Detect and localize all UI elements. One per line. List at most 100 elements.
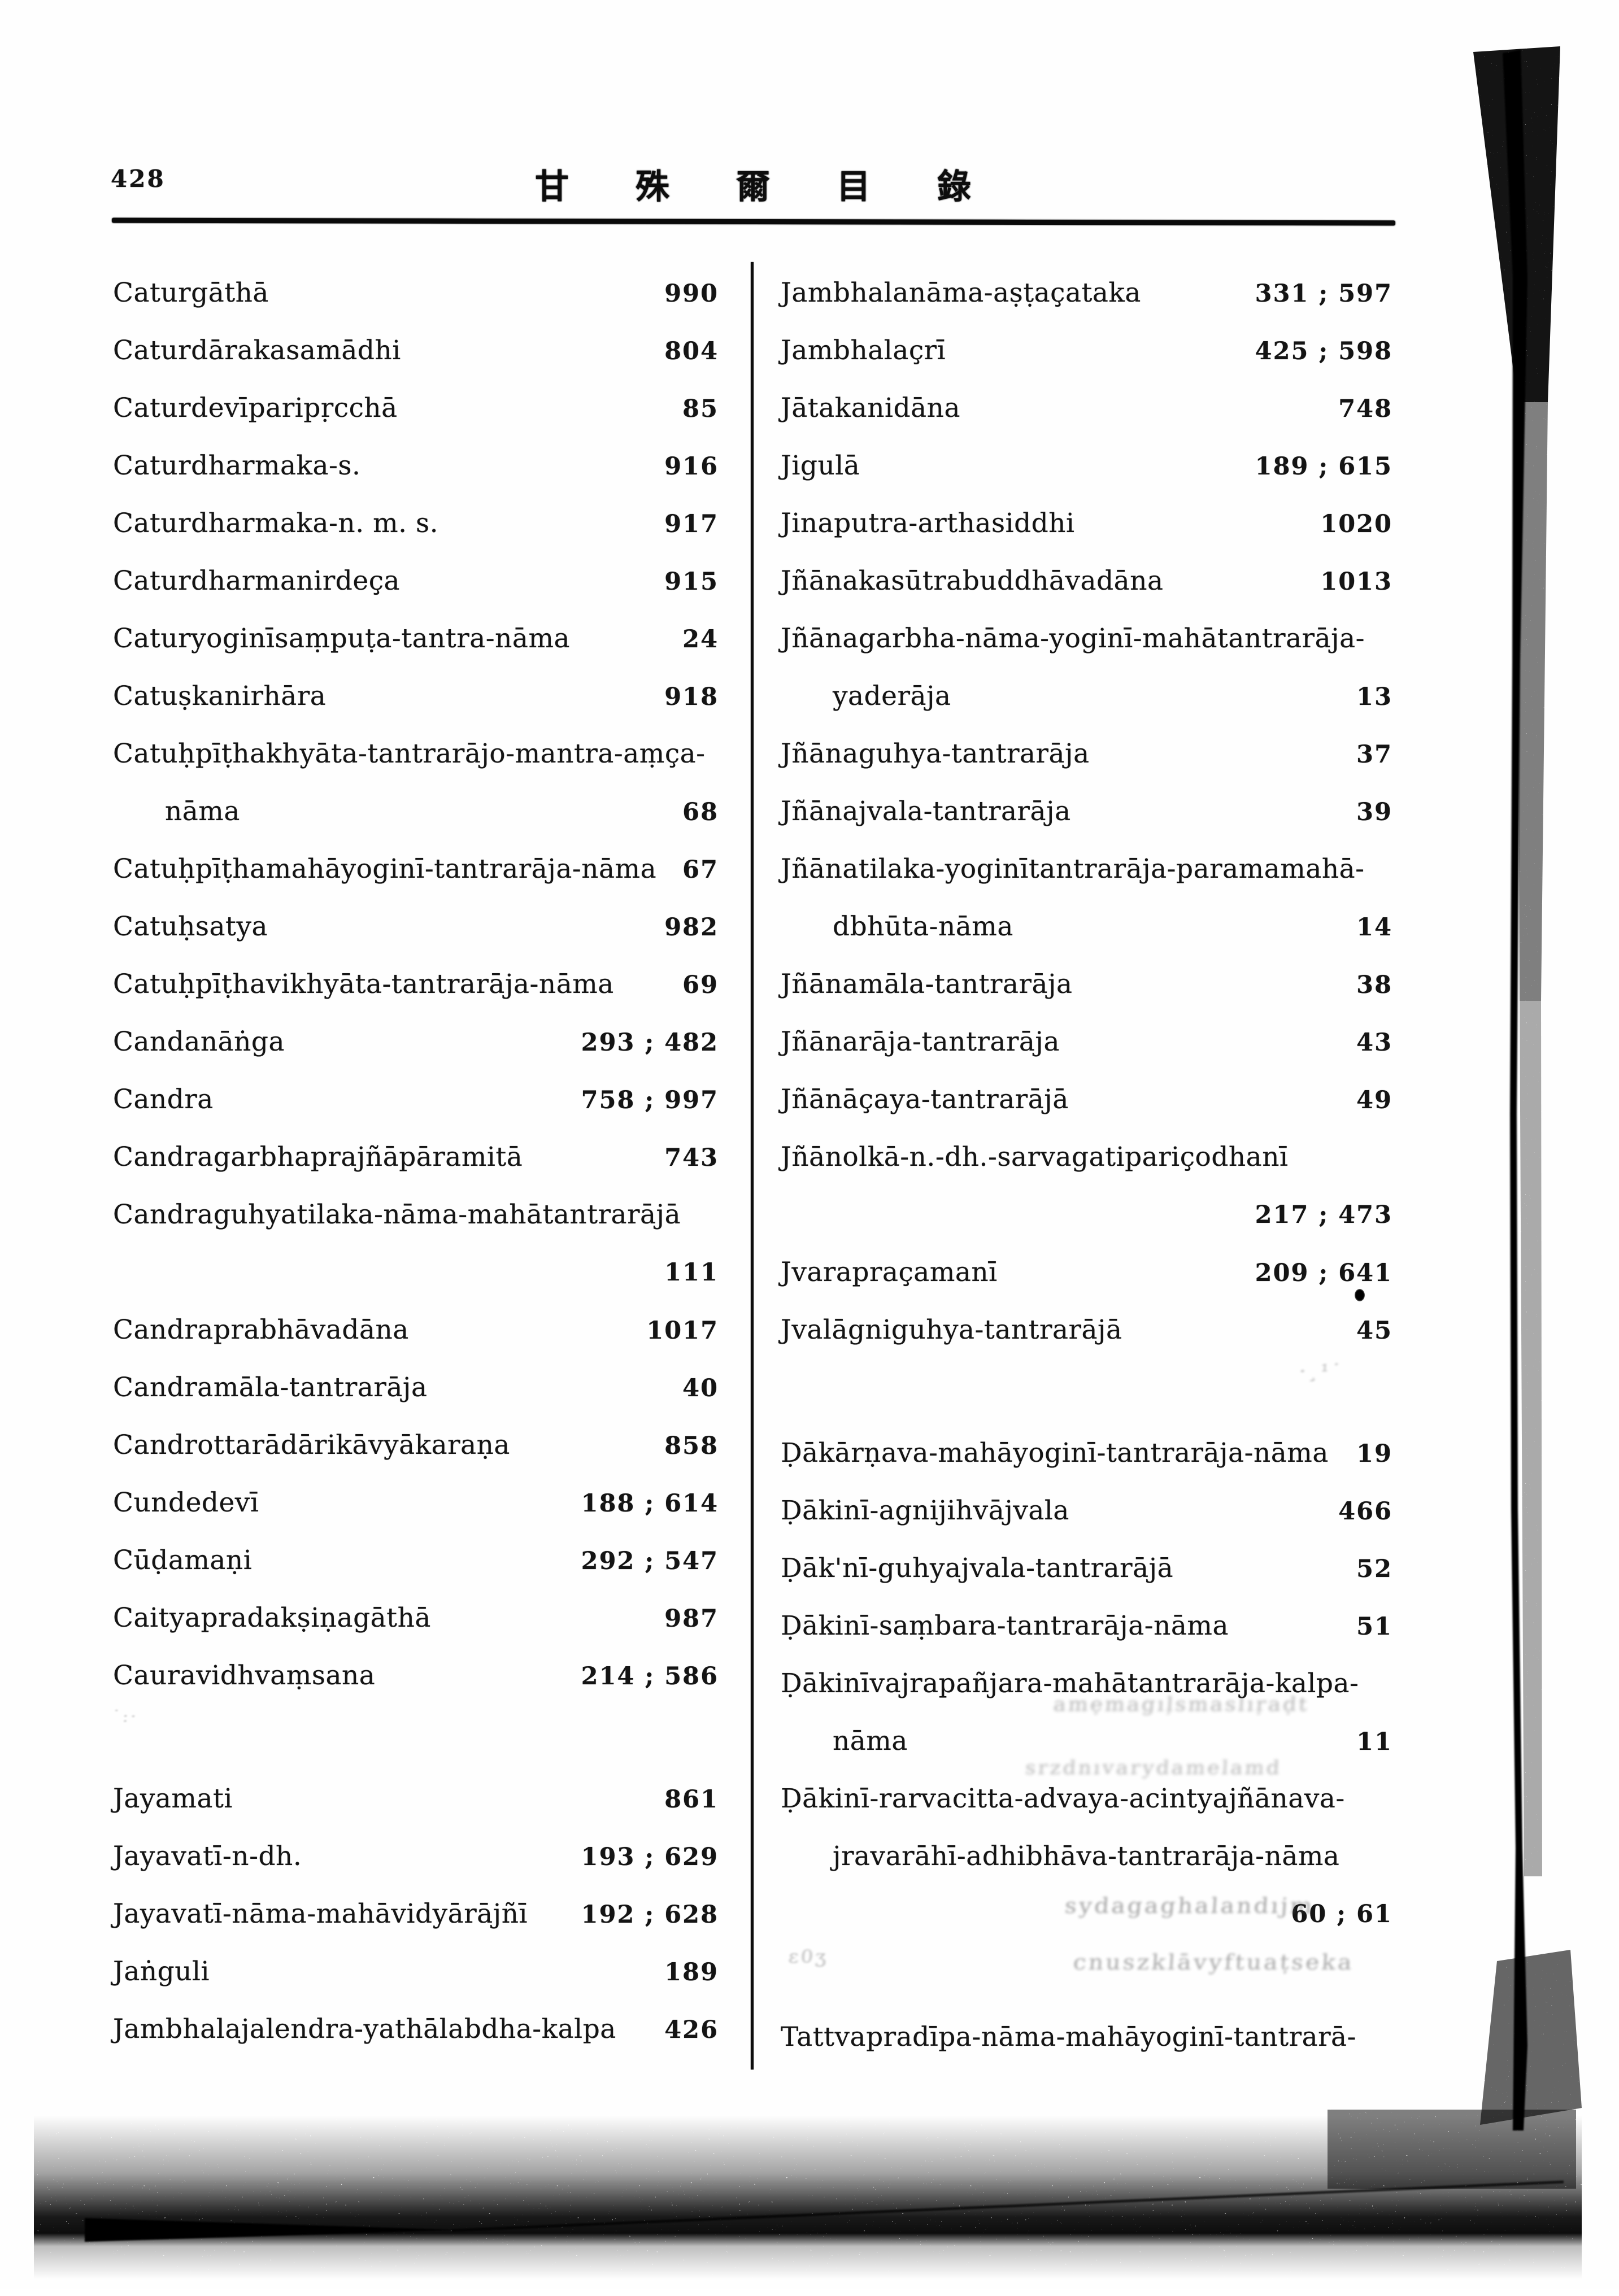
index-entry-row: Caturdharmaka-s. 916: [113, 437, 719, 495]
entry-title: Jvarapraçamanī: [781, 1257, 998, 1288]
entry-title: Catuḥpīṭhamahāyoginī-tantrarāja-nāma: [113, 853, 657, 885]
index-entry-row: Jambhalajalendra-yathālabdha-kalpa 426: [113, 2001, 719, 2058]
entry-page-numbers: 217 ; 473: [1255, 1201, 1392, 1229]
index-entry-row: Jinaputra-arthasiddhi 1020: [781, 495, 1392, 552]
entry-title: Jigulā: [781, 450, 860, 481]
entry-title: Caturdharmaka-n. m. s.: [113, 508, 439, 539]
index-entry-row: Cauravidhvaṃsana 214 ; 586: [113, 1647, 719, 1705]
index-entry-row: Jvalāgniguhya-tantrarājā 45: [781, 1301, 1392, 1359]
entry-title: Catuṣkanirhāra: [113, 681, 327, 712]
entry-page-numbers: 189 ; 615: [1255, 452, 1392, 481]
ghost-text: cnuszklāvyftuaṭseka: [1072, 1949, 1355, 1975]
entry-title: Caturdharmaka-s.: [113, 450, 361, 481]
entry-title: Jambhalajalendra-yathālabdha-kalpa: [113, 2014, 616, 2045]
index-entry-row: Catuṣkanirhāra 918: [113, 668, 719, 725]
entry-page-numbers: 990: [664, 280, 719, 308]
entry-page-numbers: 189: [664, 1958, 719, 1986]
entry-page-numbers: 67: [682, 856, 719, 884]
entry-page-numbers: 466: [1338, 1497, 1392, 1526]
entry-page-numbers: 1020: [1320, 510, 1392, 538]
entry-page-numbers: 758 ; 997: [581, 1086, 719, 1114]
entry-page-numbers: 293 ; 482: [581, 1029, 719, 1057]
entry-title: Jñānatilaka-yoginītantrarāja-paramamahā-: [781, 853, 1365, 885]
index-entry-row: Caturgāthā 990: [113, 264, 719, 322]
index-entry-row: Candraguhyatilaka-nāma-mahātantrarājā: [113, 1186, 719, 1244]
entry-page-numbers: 39: [1356, 798, 1392, 826]
entry-page-numbers: 987: [664, 1605, 719, 1633]
index-entry-row: yaderāja 13: [781, 668, 1392, 725]
index-entry-row: Jñānolkā-n.-dh.-sarvagatipariçodhanī: [781, 1129, 1392, 1186]
row-gap: [113, 1705, 719, 1770]
index-entry-row: Jñānarāja-tantrarāja 43: [781, 1013, 1392, 1071]
index-entry-row: Candraprabhāvadāna 1017: [113, 1301, 719, 1359]
entry-page-numbers: 858: [664, 1432, 719, 1460]
entry-title: Jambhalanāma-aṣṭaçataka: [781, 277, 1141, 308]
index-entry-row: Jayamati 861: [113, 1770, 719, 1828]
ink-blob: [1355, 1289, 1365, 1301]
entry-title: Caturgāthā: [113, 277, 269, 308]
entry-title: nāma: [165, 796, 240, 827]
index-entry-row: 60 ; 61: [781, 1885, 1392, 1943]
index-entry-row: Jñānatilaka-yoginītantrarāja-paramamahā-: [781, 840, 1392, 898]
entry-title: Jñānakasūtrabuddhāvadāna: [781, 565, 1164, 596]
index-entry-row: Jvarapraçamanī 209 ; 641: [781, 1244, 1392, 1301]
ghost-text: ˙:·: [111, 1707, 139, 1726]
index-entry-row: Caturdārakasamādhi 804: [113, 322, 719, 380]
entry-page-numbers: 11: [1356, 1728, 1392, 1756]
page-title: 甘殊爾目錄: [535, 167, 1038, 207]
index-entry-row: Candrottarādārikāvyākaraṇa 858: [113, 1417, 719, 1474]
entry-title: Candramāla-tantrarāja: [113, 1372, 428, 1403]
entry-page-numbers: 85: [682, 395, 719, 423]
entry-title: jravarāhī-adhibhāva-tantrarāja-nāma: [833, 1841, 1340, 1872]
index-entry-row: Jñānaguhya-tantrarāja 37: [781, 725, 1392, 783]
index-entry-row: Ḍākārṇava-mahāyoginī-tantrarāja-nāma 19: [781, 1424, 1392, 1482]
ghost-text: ·¸¹˙: [1298, 1361, 1344, 1383]
gutter-shadow: [1473, 46, 1582, 2131]
ghost-text: srzdnıvarydamelamd: [1024, 1757, 1283, 1779]
index-entry-row: 111: [113, 1244, 719, 1301]
entry-title: Jaṅguli: [113, 1956, 210, 1987]
index-entry-row: 217 ; 473: [781, 1186, 1392, 1244]
entry-page-numbers: 1017: [646, 1317, 719, 1345]
index-entry-row: Ḍākinī-rarvacitta-advaya-acintyajñānava-: [781, 1770, 1392, 1828]
entry-page-numbers: 917: [664, 510, 719, 538]
entry-page-numbers: 68: [682, 798, 719, 826]
index-entry-row: Caturdevīparipṛcchā 85: [113, 380, 719, 437]
entry-page-numbers: 915: [664, 568, 719, 596]
entry-title: Caturdevīparipṛcchā: [113, 393, 398, 424]
index-entry-row: Candramāla-tantrarāja 40: [113, 1359, 719, 1417]
index-entry-row: Ḍākinī-agnijihvājvala 466: [781, 1482, 1392, 1540]
entry-title: Ḍākinī-rarvacitta-advaya-acintyajñānava-: [781, 1783, 1345, 1814]
index-entry-row: Jñānagarbha-nāma-yoginī-mahātantrarāja-: [781, 610, 1392, 668]
index-entry-row: Ḍāk'nī-guhyajvala-tantrarājā 52: [781, 1540, 1392, 1597]
entry-title: Catuḥsatya: [113, 911, 268, 942]
index-entry-row: Jñānakasūtrabuddhāvadāna 1013: [781, 552, 1392, 610]
index-entry-row: nāma 11: [781, 1713, 1392, 1770]
entry-title: Cundedevī: [113, 1487, 259, 1518]
entry-title: Jñānajvala-tantrarāja: [781, 796, 1071, 827]
index-entry-row: Cūḍamaṇi 292 ; 547: [113, 1532, 719, 1589]
index-entry-row: Jigulā 189 ; 615: [781, 437, 1392, 495]
index-entry-row: Jñānāçaya-tantrarājā 49: [781, 1071, 1392, 1129]
ghost-text: amẹmagıļsmaslıṛaḍt: [1052, 1693, 1311, 1716]
entry-title: yaderāja: [833, 681, 951, 712]
entry-page-numbers: 19: [1356, 1440, 1392, 1468]
index-entry-row: Jaṅguli 189: [113, 1943, 719, 2001]
entry-page-numbers: 52: [1356, 1555, 1392, 1583]
entry-title: dbhūta-nāma: [833, 911, 1013, 942]
entry-page-numbers: 37: [1356, 740, 1392, 769]
entry-title: nāma: [833, 1726, 908, 1757]
entry-page-numbers: 24: [682, 625, 719, 653]
entry-title: Ḍākārṇava-mahāyoginī-tantrarāja-nāma: [781, 1437, 1329, 1469]
index-entry-row: Candragarbhaprajñāpāramitā 743: [113, 1129, 719, 1186]
entry-title: Catuḥpīṭhakhyāta-tantrarājo-mantra-aṃça-: [113, 738, 706, 769]
entry-title: Jvalāgniguhya-tantrarājā: [781, 1314, 1122, 1345]
entry-title: Jayavatī-n-dh.: [113, 1841, 302, 1872]
entry-title: Candra: [113, 1084, 214, 1115]
index-entry-row: Caturyoginīsaṃpuṭa-tantra-nāma 24: [113, 610, 719, 668]
index-entry-row: Jñānamāla-tantrarāja 38: [781, 956, 1392, 1013]
entry-page-numbers: 51: [1356, 1613, 1392, 1641]
index-entry-row: nāma 68: [113, 783, 719, 840]
entry-page-numbers: 40: [682, 1374, 719, 1402]
